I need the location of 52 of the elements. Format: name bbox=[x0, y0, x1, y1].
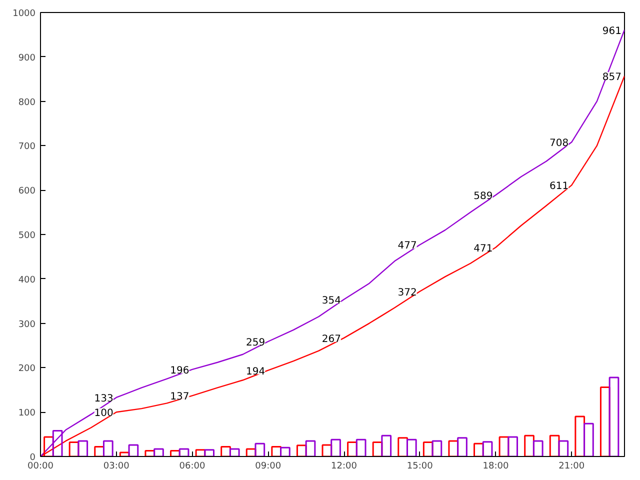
data-label: 137 bbox=[170, 392, 190, 403]
bar bbox=[254, 442, 266, 456]
y-tick-label: 400 bbox=[18, 275, 36, 286]
bar bbox=[128, 444, 139, 456]
data-label: 961 bbox=[602, 26, 622, 37]
y-tick-label: 1000 bbox=[12, 9, 36, 19]
x-tick-label: 12:00 bbox=[331, 462, 358, 472]
data-label: 372 bbox=[398, 287, 417, 298]
data-label: 708 bbox=[550, 138, 569, 150]
data-label: 133 bbox=[94, 393, 114, 404]
bar bbox=[508, 436, 518, 456]
bar bbox=[305, 440, 316, 456]
data-label: 611 bbox=[550, 181, 569, 192]
bar bbox=[558, 440, 569, 456]
data-label: 100 bbox=[94, 408, 114, 420]
data-label: 354 bbox=[322, 295, 342, 306]
y-tick-label: 700 bbox=[18, 142, 36, 152]
bar bbox=[330, 438, 341, 456]
data-label: 259 bbox=[246, 338, 266, 349]
x-tick-label: 06:00 bbox=[179, 462, 206, 472]
x-tick-label: 18:00 bbox=[482, 462, 510, 472]
bar bbox=[381, 434, 392, 456]
bar bbox=[532, 440, 544, 456]
x-tick-label: 21:00 bbox=[558, 462, 585, 472]
y-tick-label: 600 bbox=[18, 186, 36, 197]
bar bbox=[356, 438, 366, 456]
y-tick-label: 0 bbox=[30, 453, 36, 463]
bar bbox=[102, 440, 114, 456]
data-label: 267 bbox=[322, 334, 342, 345]
bar bbox=[608, 376, 620, 456]
bar bbox=[406, 438, 417, 456]
data-label: 589 bbox=[474, 190, 493, 202]
y-tick-label: 900 bbox=[18, 53, 36, 64]
x-tick-label: 15:00 bbox=[406, 462, 434, 472]
y-tick-label: 300 bbox=[18, 320, 36, 330]
x-tick-label: 00:00 bbox=[28, 462, 54, 472]
data-label: 471 bbox=[474, 243, 493, 254]
x-tick-label: 03:00 bbox=[103, 462, 130, 472]
y-tick-label: 100 bbox=[18, 408, 36, 419]
y-tick-label: 200 bbox=[18, 364, 36, 374]
y-tick-label: 500 bbox=[18, 231, 36, 241]
data-label: 477 bbox=[398, 240, 417, 252]
y-tick-label: 800 bbox=[18, 98, 36, 108]
x-tick-label: 09:00 bbox=[255, 462, 282, 472]
bar bbox=[78, 440, 88, 456]
bar bbox=[482, 441, 493, 456]
bar bbox=[457, 437, 468, 456]
bar bbox=[584, 422, 594, 456]
bar bbox=[432, 440, 442, 456]
data-label: 194 bbox=[246, 366, 266, 378]
data-label: 857 bbox=[602, 72, 622, 83]
data-label: 196 bbox=[170, 365, 190, 376]
